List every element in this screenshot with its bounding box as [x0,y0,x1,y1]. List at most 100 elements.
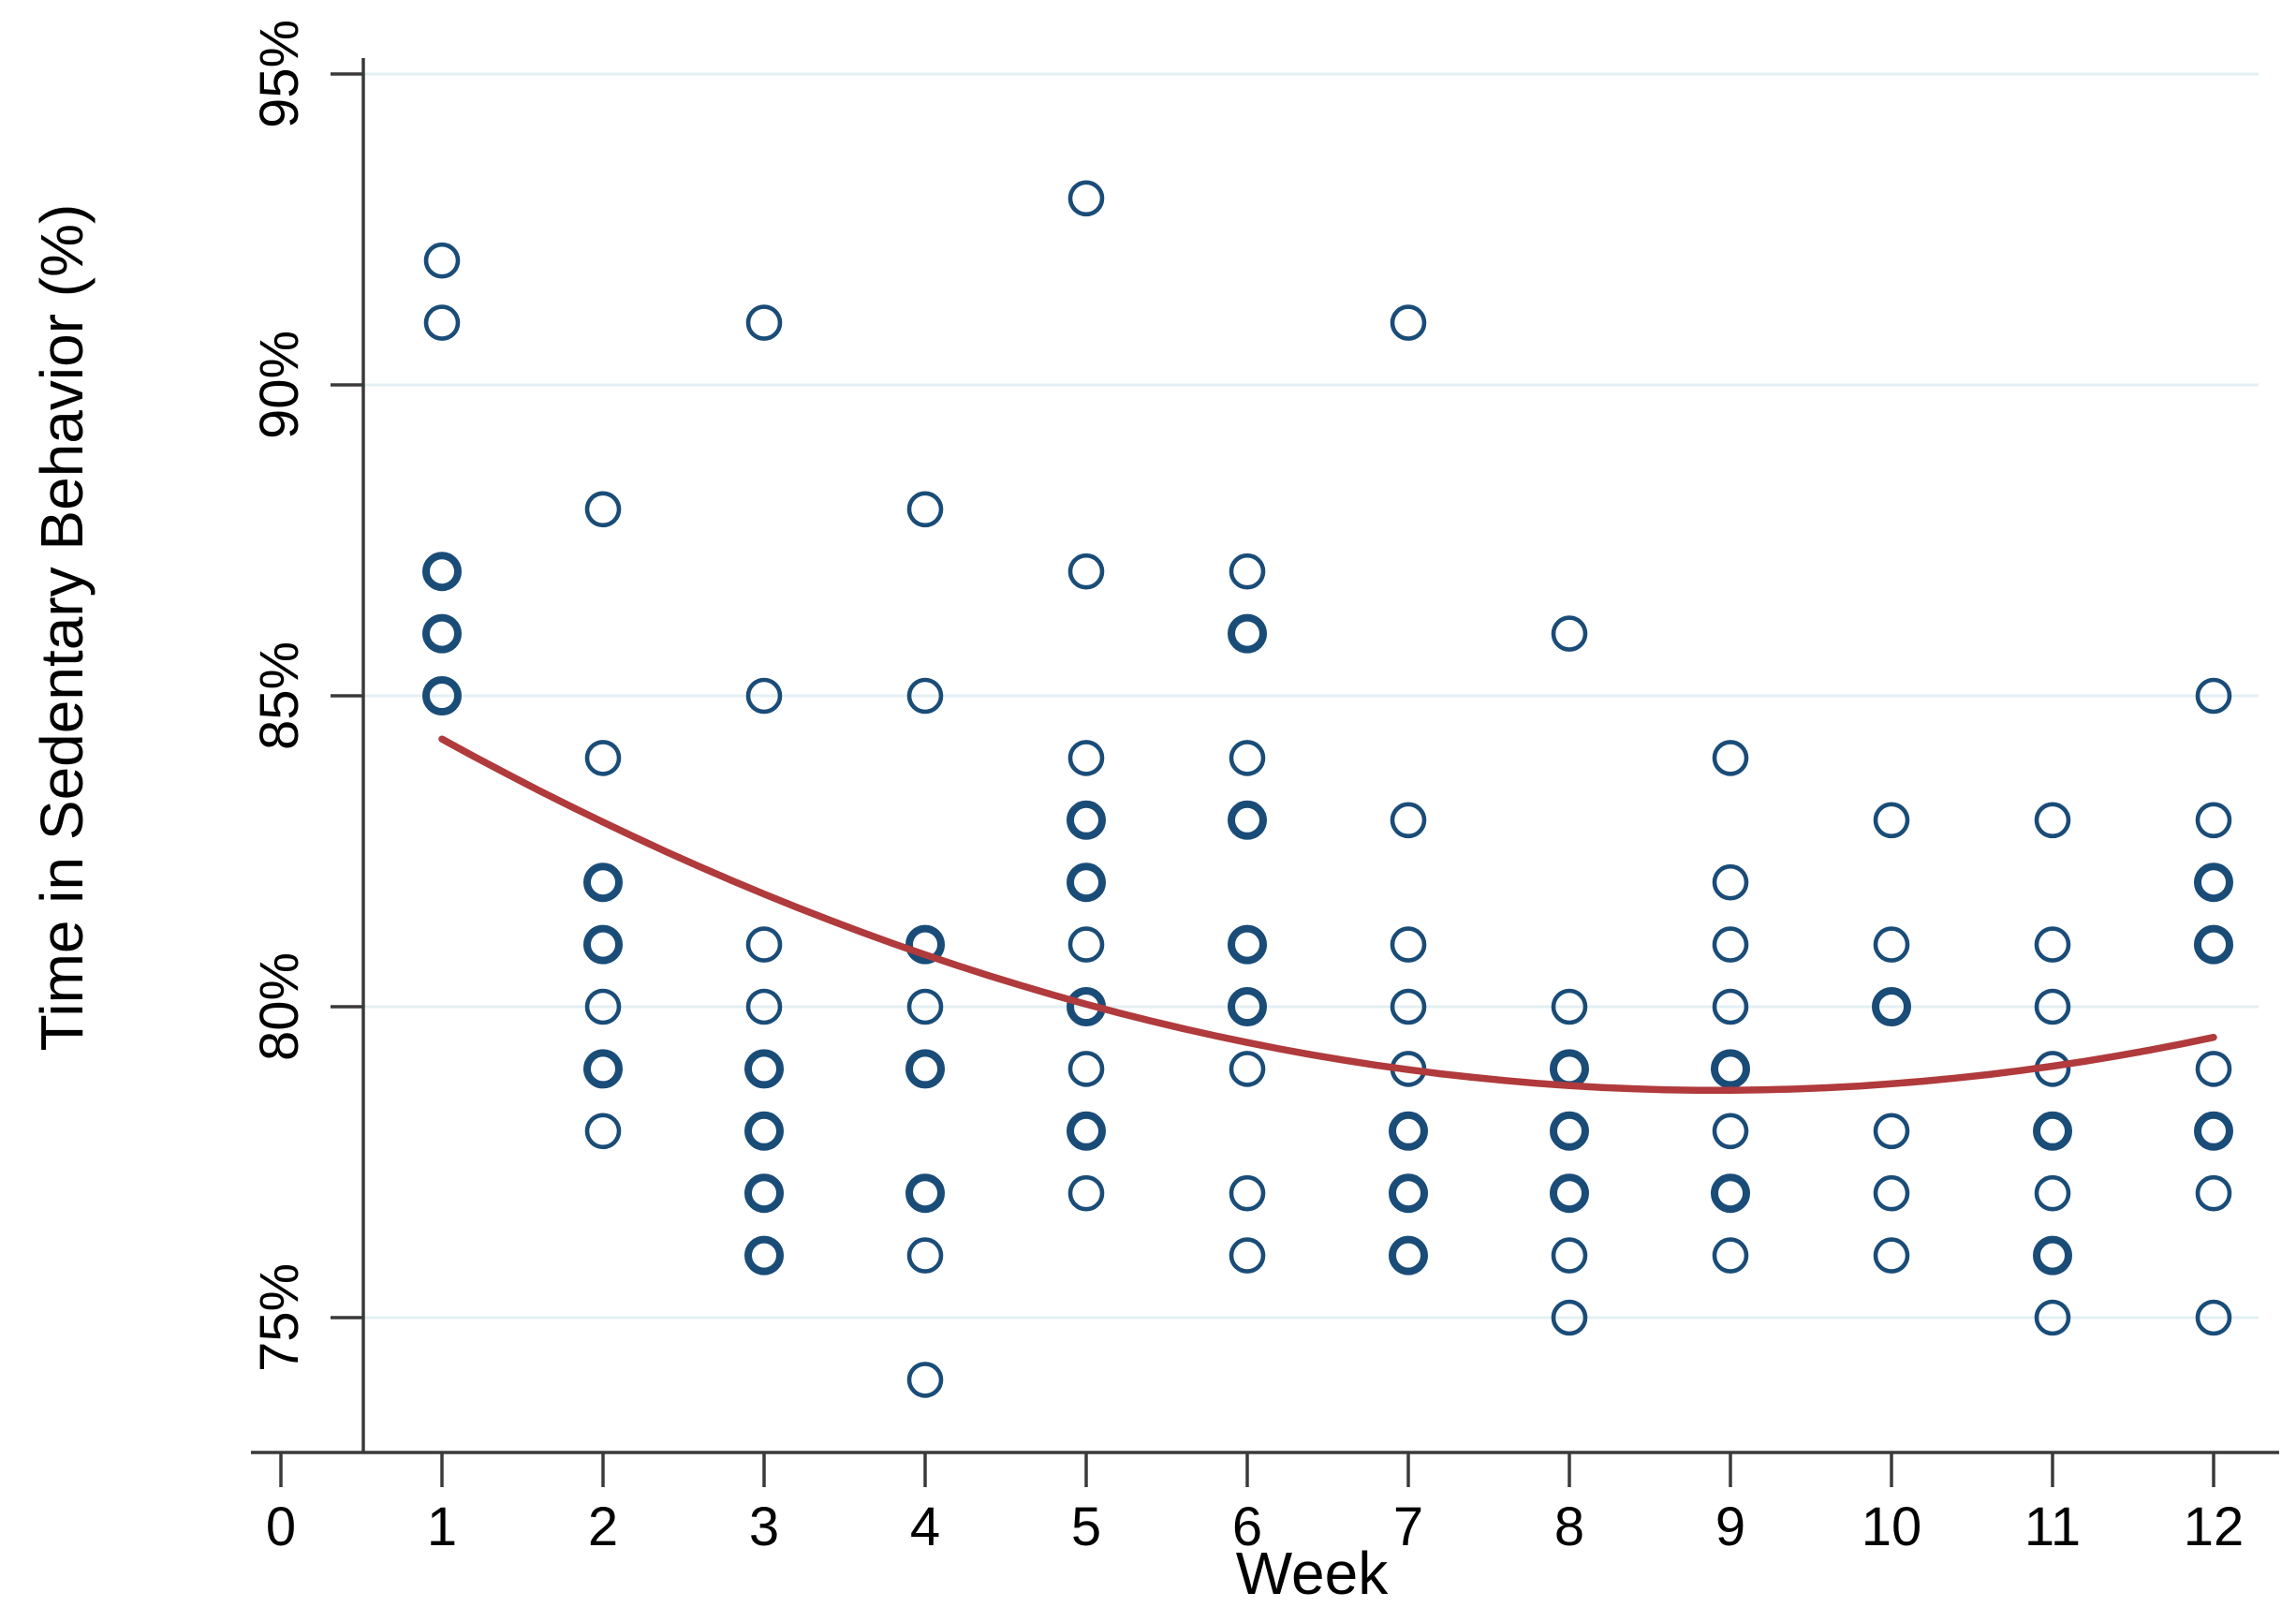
quadratic-fit-curve [438,735,2217,1094]
x-tick-label-1: 1 [427,1496,457,1557]
data-point-week6-87 [1229,553,1266,590]
data-point-week5-82 [1067,862,1106,903]
data-point-week11-81 [2034,926,2071,963]
data-point-week3-76 [744,1235,784,1275]
data-point-week7-77 [1389,1173,1428,1214]
data-point-week1-92 [423,242,461,279]
data-point-week5-87 [1067,553,1105,590]
data-point-week6-83 [1228,800,1267,840]
data-point-week7-80 [1390,988,1427,1025]
data-point-week2-82 [583,862,623,903]
data-point-week2-84 [584,740,622,776]
data-point-week4-74 [906,1362,944,1398]
y-tick-label-85: 85% [249,641,310,750]
data-point-week9-78 [1712,1113,1749,1150]
data-point-week9-76 [1712,1237,1749,1274]
y-gridlines [363,72,2259,1320]
data-point-week4-80 [906,988,944,1025]
data-point-week12-75 [2195,1299,2232,1336]
x-tick-label-2: 2 [588,1496,618,1557]
x-tick-label-6: 6 [1232,1496,1262,1557]
data-point-week4-76 [906,1237,944,1274]
data-point-week6-81 [1228,924,1267,965]
data-point-week3-91 [745,304,783,341]
data-point-week7-91 [1390,304,1427,341]
data-point-week5-78 [1067,1111,1106,1151]
data-point-week4-88 [906,491,944,528]
data-point-week9-77 [1711,1173,1750,1214]
x-tick-label-12: 12 [2184,1496,2244,1557]
x-tick-label-8: 8 [1554,1496,1584,1557]
data-point-week3-79 [744,1049,784,1089]
data-point-week9-82 [1712,863,1749,901]
data-point-week8-78 [1550,1111,1589,1151]
data-point-week6-84 [1229,740,1266,776]
data-point-week6-76 [1229,1237,1266,1274]
data-point-week3-81 [745,926,783,963]
data-point-week9-84 [1712,740,1749,776]
data-point-week3-80 [745,988,783,1025]
data-point-week12-82 [2194,862,2233,903]
data-point-week10-81 [1873,926,1910,963]
data-point-week12-83 [2195,802,2232,839]
data-point-week2-81 [583,924,623,965]
data-point-week2-80 [584,988,622,1025]
x-tick-label-7: 7 [1393,1496,1423,1557]
data-point-week10-78 [1873,1113,1910,1150]
data-point-week12-79 [2195,1051,2232,1087]
y-tick-label-80: 80% [249,952,310,1061]
data-point-week1-87 [422,552,462,592]
data-point-week8-86 [1551,615,1588,652]
data-point-week2-79 [583,1049,623,1089]
data-point-week5-84 [1067,740,1105,776]
y-tick-label-90: 90% [249,331,310,439]
data-point-week9-81 [1712,926,1749,963]
data-point-week4-81 [905,924,945,965]
data-point-week4-85 [906,677,944,715]
data-point-week4-77 [905,1173,945,1214]
y-axis-title: Time in Sedentary Behavior (%) [28,204,96,1052]
data-point-week4-79 [905,1049,945,1089]
x-tick-label-4: 4 [910,1496,940,1557]
data-point-week3-78 [744,1111,784,1151]
x-tick-label-10: 10 [1862,1496,1922,1557]
data-point-week12-85 [2195,677,2232,715]
data-point-week12-78 [2194,1111,2233,1151]
data-point-week5-79 [1067,1051,1105,1087]
data-point-week7-78 [1389,1111,1428,1151]
data-point-week3-85 [745,677,783,715]
data-point-week7-76 [1389,1235,1428,1275]
y-tick-labels: 95% 90% 85% 80% 75% [249,20,310,1372]
x-tick-label-9: 9 [1715,1496,1745,1557]
data-point-week11-78 [2033,1111,2072,1151]
x-axis-title: Week [1236,1540,1389,1607]
x-tick-label-3: 3 [749,1496,779,1557]
data-point-week8-76 [1551,1237,1588,1274]
data-point-week11-80 [2034,988,2071,1025]
data-point-week8-75 [1551,1299,1588,1336]
data-point-week11-76 [2033,1235,2072,1275]
x-tick-label-0: 0 [266,1496,296,1557]
data-point-week5-83 [1067,800,1106,840]
data-point-week7-83 [1390,802,1427,839]
data-point-week3-77 [744,1173,784,1214]
data-point-week10-77 [1873,1174,1910,1212]
data-point-week9-79 [1711,1049,1750,1089]
data-point-week5-81 [1067,926,1105,963]
data-point-week6-80 [1228,987,1267,1026]
data-point-week1-91 [423,304,461,341]
y-tick-label-75: 75% [249,1263,310,1372]
x-tick-label-5: 5 [1071,1496,1101,1557]
data-point-week1-85 [422,676,462,715]
fit-line [438,735,2217,1094]
data-point-week8-77 [1550,1173,1589,1214]
x-tick-label-11: 11 [2024,1496,2081,1557]
data-point-week11-77 [2034,1174,2071,1212]
data-point-week11-75 [2034,1299,2071,1336]
y-tick-label-95: 95% [249,20,310,128]
data-point-week12-81 [2194,924,2233,965]
data-point-week1-86 [422,613,462,654]
data-point-week10-80 [1872,987,1911,1026]
